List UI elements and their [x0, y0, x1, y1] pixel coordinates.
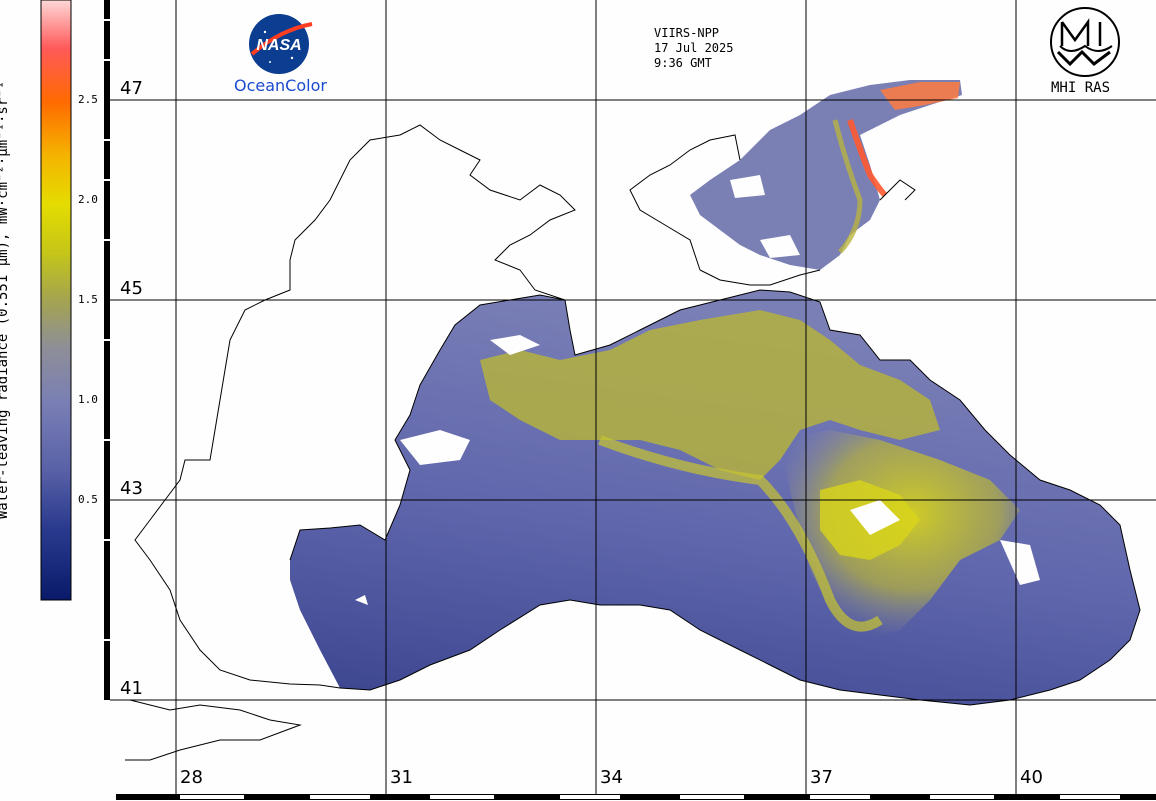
mhi-logo: [1050, 7, 1120, 77]
colorbar-tick-label: 1.5: [78, 293, 98, 306]
longitude-label: 31: [390, 767, 413, 788]
latitude-label: 45: [120, 278, 143, 299]
bloom-tendril: [598, 435, 883, 632]
latitude-label: 43: [120, 478, 143, 499]
coastline: [125, 124, 1141, 761]
cloud-patches: [355, 175, 1040, 605]
nasa-logo: NASA: [249, 14, 313, 74]
azov-bloom-edge: [832, 119, 863, 254]
lat-lon-grid: [110, 0, 1156, 794]
sensor-name: VIIRS-NPP: [654, 26, 720, 40]
colorbar-frame: [40, 0, 72, 601]
acquisition-time: 9:36 GMT: [654, 56, 712, 70]
bottom-scale-ticks: [180, 795, 1120, 799]
bottom-scale-rail: [116, 794, 1156, 800]
acquisition-date: 17 Jul 2025: [654, 41, 734, 55]
azov-hot-top: [880, 82, 960, 110]
azov-sea: [690, 80, 962, 270]
institute-label: MHI RAS: [1051, 80, 1111, 96]
oceancolor-label: OceanColor: [234, 76, 327, 95]
left-scale-ticks: [104, 19, 110, 641]
svg-text:NASA: NASA: [256, 37, 301, 54]
longitude-label: 37: [810, 767, 833, 788]
colorbar-tick-label: 0.5: [78, 493, 98, 506]
satellite-info: VIIRS-NPP 17 Jul 2025 9:36 GMT: [654, 26, 733, 71]
latitude-label: 47: [120, 78, 143, 99]
longitude-label: 40: [1020, 767, 1043, 788]
colorbar-tick-label: 1.0: [78, 393, 98, 406]
left-scale-rail: [104, 0, 110, 700]
colorbar-tick-label: 2.0: [78, 193, 98, 206]
latitude-label: 41: [120, 678, 143, 699]
azov-hot-coast: [847, 119, 888, 198]
longitude-label: 34: [600, 767, 623, 788]
colorbar-tick-label: 2.5: [78, 93, 98, 106]
longitude-label: 28: [180, 767, 203, 788]
bloom-north: [480, 310, 940, 480]
